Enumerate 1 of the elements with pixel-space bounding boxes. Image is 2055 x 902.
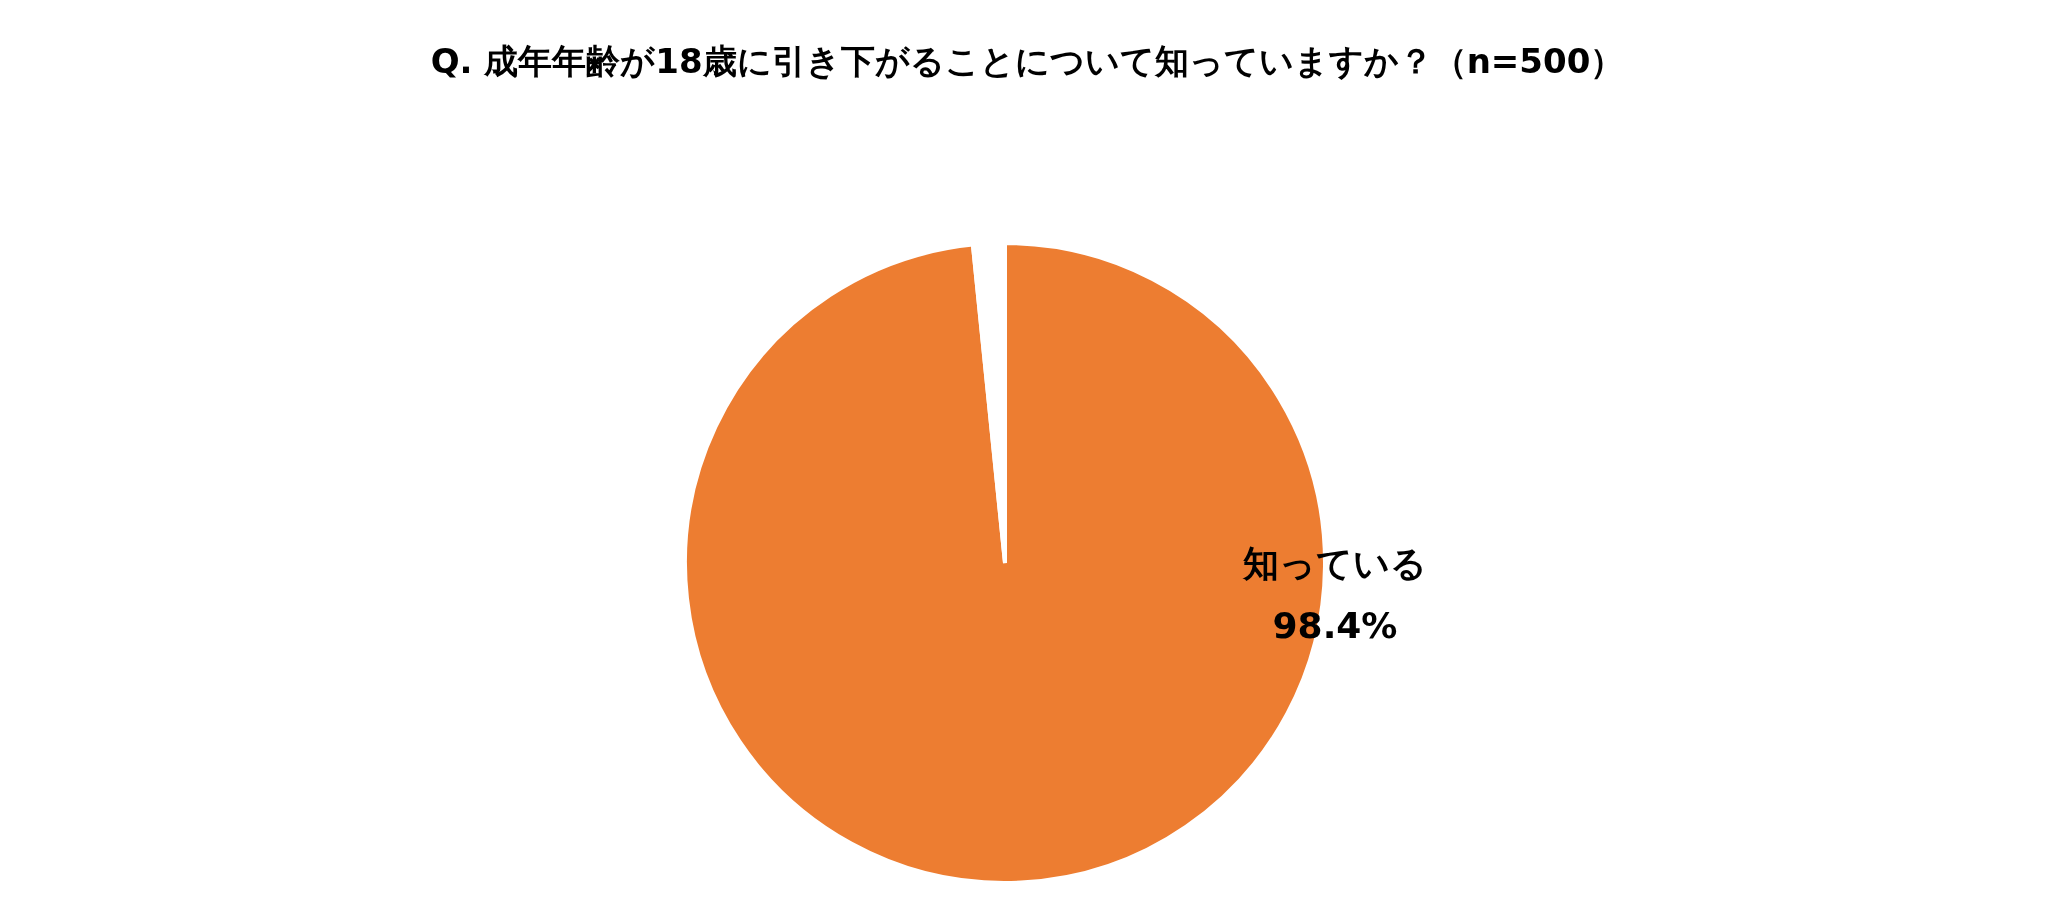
- chart-title: Q. 成年年齢が18歳に引き下がることについて知っていますか？（n=500）: [430, 41, 1625, 81]
